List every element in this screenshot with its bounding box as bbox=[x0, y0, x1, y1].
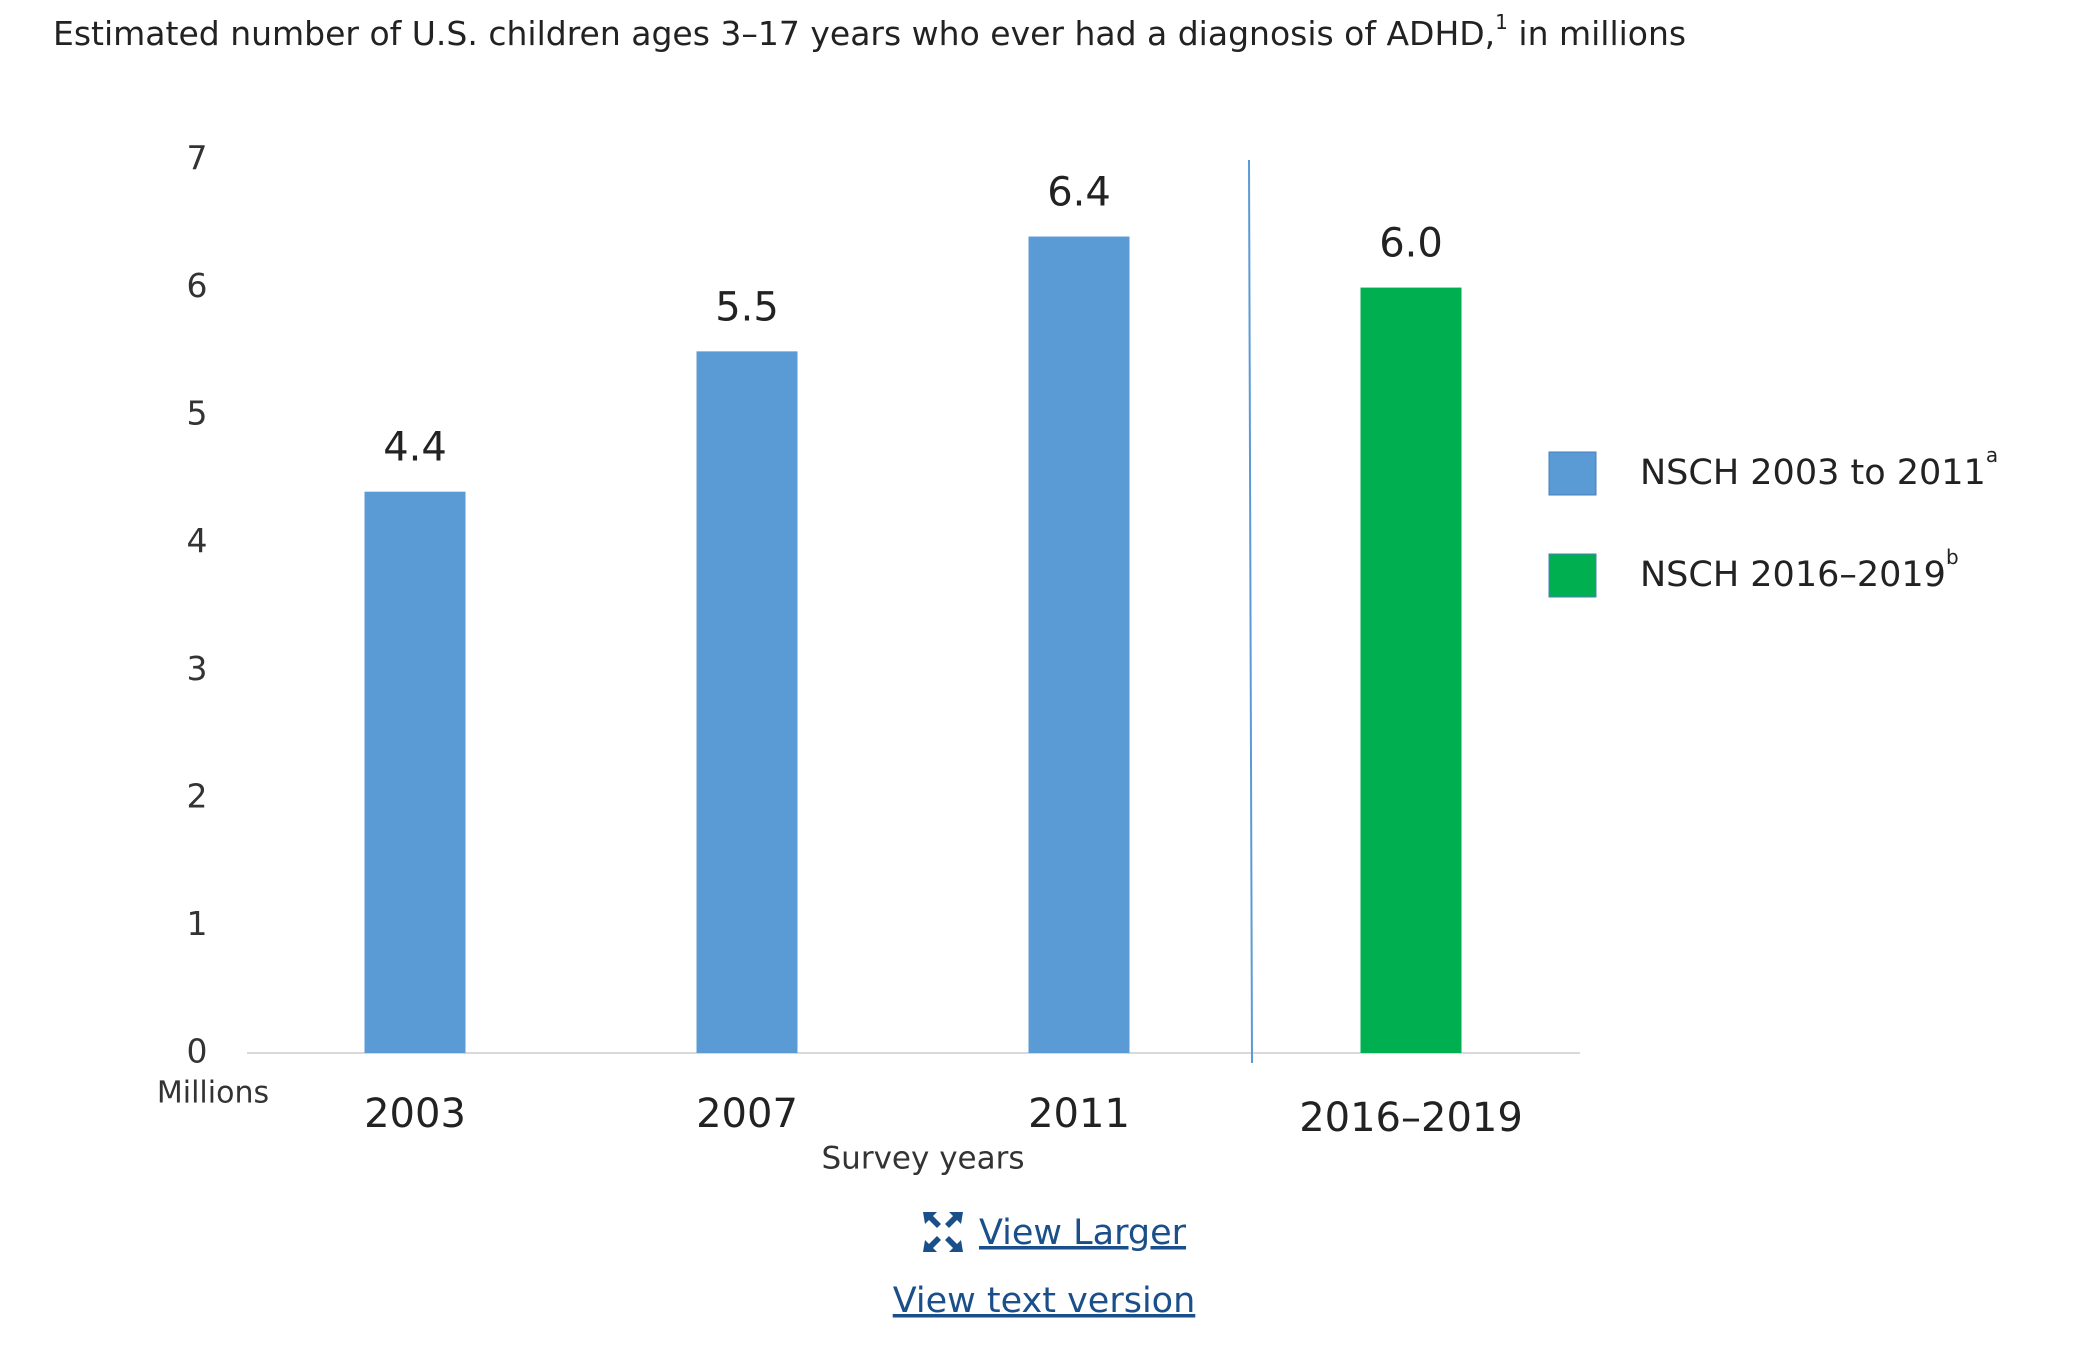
legend-label: NSCH 2016–2019 bbox=[1640, 555, 1946, 595]
y-tick-label: 0 bbox=[187, 1032, 208, 1071]
legend-swatch bbox=[1548, 553, 1597, 598]
title-suffix: in millions bbox=[1508, 14, 1686, 53]
y-tick-label: 2 bbox=[187, 776, 208, 815]
x-tick-label: 2011 bbox=[1028, 1091, 1130, 1137]
bar bbox=[1360, 287, 1462, 1054]
legend-swatch bbox=[1548, 451, 1597, 496]
bar bbox=[1028, 236, 1130, 1054]
data-label: 6.4 bbox=[1047, 170, 1111, 216]
bar bbox=[364, 491, 466, 1054]
y-axis-label: Millions bbox=[157, 1076, 269, 1111]
divider bbox=[1248, 159, 1253, 1064]
y-tick-label: 1 bbox=[187, 904, 208, 943]
legend-footnote: b bbox=[1946, 545, 1959, 569]
y-tick-label: 7 bbox=[187, 139, 208, 178]
legend-entry: NSCH 2003 to 2011a bbox=[1640, 443, 1998, 494]
expand-icon[interactable] bbox=[923, 1212, 963, 1252]
x-tick-label: 2003 bbox=[364, 1091, 466, 1137]
chart-title: Estimated number of U.S. children ages 3… bbox=[53, 10, 1686, 53]
y-tick-label: 3 bbox=[187, 649, 208, 688]
x-tick-label: 2007 bbox=[696, 1091, 798, 1137]
x-axis-label: Survey years bbox=[822, 1141, 1025, 1177]
data-label: 6.0 bbox=[1379, 221, 1443, 267]
legend-footnote: a bbox=[1986, 443, 1998, 467]
x-tick-label: 2016–2019 bbox=[1299, 1095, 1523, 1141]
y-tick-label: 6 bbox=[187, 266, 208, 305]
y-tick-label: 4 bbox=[187, 521, 208, 560]
bar bbox=[696, 351, 798, 1053]
view-text-link[interactable]: View text version bbox=[893, 1281, 1196, 1321]
data-label: 5.5 bbox=[715, 284, 779, 330]
view-larger-link[interactable]: View Larger bbox=[979, 1213, 1187, 1253]
y-tick-label: 5 bbox=[187, 394, 208, 433]
data-label: 4.4 bbox=[383, 425, 447, 471]
legend-label: NSCH 2003 to 2011 bbox=[1640, 453, 1986, 493]
title-footnote: 1 bbox=[1495, 10, 1508, 34]
title-text: Estimated number of U.S. children ages 3… bbox=[53, 14, 1495, 53]
legend-entry: NSCH 2016–2019b bbox=[1640, 545, 1959, 596]
